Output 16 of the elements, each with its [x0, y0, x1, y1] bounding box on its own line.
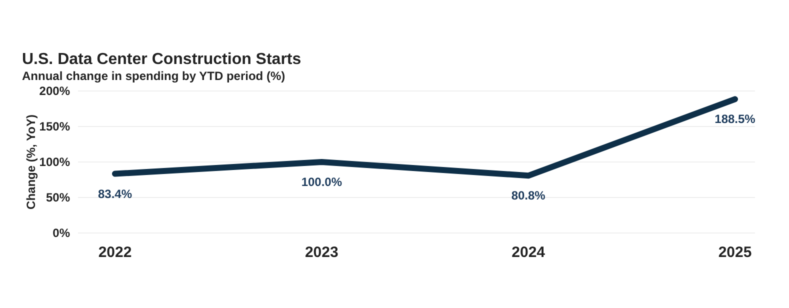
data-label: 80.8%: [511, 188, 546, 203]
chart-subtitle: Annual change in spending by YTD period (%): [22, 69, 286, 83]
x-tick-label: 2024: [512, 244, 546, 261]
x-tick-label: 2022: [98, 244, 132, 261]
y-tick-label: 100%: [39, 155, 70, 169]
x-tick-label: 2025: [718, 244, 752, 261]
x-tick-label: 2023: [304, 244, 338, 261]
data-label: 100.0%: [301, 175, 342, 189]
y-tick-label: 150%: [39, 120, 70, 134]
y-axis-title: Change (%, YoY): [24, 114, 38, 210]
y-tick-label: 0%: [52, 226, 70, 240]
data-label: 83.4%: [98, 186, 132, 201]
y-tick-label: 200%: [39, 84, 70, 98]
data-label: 188.5%: [714, 112, 756, 126]
y-tick-label: 50%: [46, 190, 70, 204]
chart-title: U.S. Data Center Construction Starts: [22, 51, 302, 68]
